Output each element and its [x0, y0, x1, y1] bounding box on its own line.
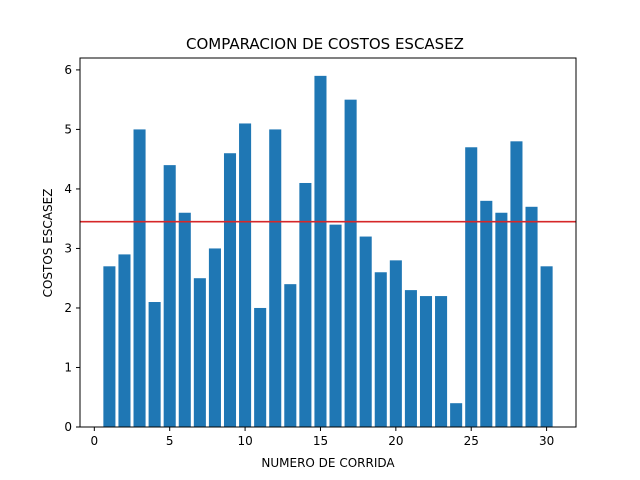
- y-axis-ticks: 0 1 2 3 4 5 6: [64, 63, 80, 434]
- bar-26: [480, 200, 493, 427]
- bar-10: [239, 123, 252, 427]
- x-axis-ticks: 0 5 10 15 20 25 30: [91, 427, 554, 448]
- x-tick-label: 20: [388, 434, 403, 448]
- bar-23: [435, 296, 448, 427]
- y-tick-label: 0: [64, 420, 72, 434]
- x-tick-label: 15: [313, 434, 328, 448]
- bar-28: [510, 141, 523, 428]
- bar-14: [299, 182, 312, 427]
- bar-22: [419, 296, 433, 427]
- x-tick-label: 30: [539, 434, 554, 448]
- bar-4: [148, 302, 161, 427]
- bar-9: [223, 153, 237, 427]
- bar-13: [284, 284, 297, 427]
- x-tick-label: 25: [464, 434, 479, 448]
- x-tick-label: 5: [166, 434, 174, 448]
- bar-1: [103, 266, 116, 427]
- plot-frame: [79, 57, 577, 428]
- bar-18: [359, 236, 372, 427]
- bar-25: [465, 147, 478, 427]
- bar-24: [450, 403, 463, 427]
- y-tick-label: 2: [64, 301, 72, 315]
- bars-group: [103, 75, 553, 428]
- bar-12: [269, 129, 282, 427]
- bar-29: [525, 206, 538, 427]
- bar-30: [540, 266, 553, 427]
- y-tick-label: 5: [64, 122, 72, 136]
- bar-19: [374, 272, 387, 427]
- x-axis-label: NUMERO DE CORRIDA: [261, 456, 395, 470]
- y-tick-label: 3: [64, 241, 72, 255]
- bar-2: [118, 254, 131, 427]
- bar-8: [208, 248, 221, 427]
- bar-15: [314, 75, 327, 428]
- bar-20: [389, 260, 402, 427]
- x-tick-label: 10: [237, 434, 252, 448]
- bar-27: [495, 212, 508, 427]
- bar-5: [163, 165, 176, 427]
- y-axis-label: COSTOS ESCASEZ: [41, 189, 55, 298]
- bar-17: [344, 99, 357, 428]
- bar-21: [404, 290, 417, 427]
- y-tick-label: 1: [64, 360, 72, 374]
- bar-11: [254, 307, 267, 427]
- bar-16: [329, 224, 342, 427]
- y-tick-label: 6: [64, 63, 72, 77]
- y-tick-label: 4: [64, 182, 72, 196]
- bar-6: [178, 212, 191, 427]
- x-tick-label: 0: [91, 434, 99, 448]
- bar-7: [193, 278, 206, 427]
- bar-3: [133, 129, 146, 427]
- chart-title: COMPARACION DE COSTOS ESCASEZ: [186, 35, 464, 53]
